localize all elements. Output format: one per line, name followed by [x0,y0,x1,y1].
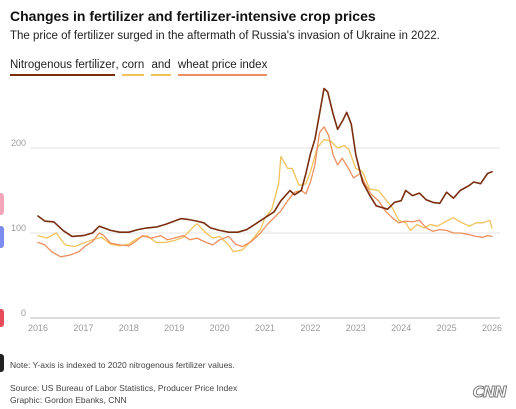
x-tick-label: 2020 [210,323,230,333]
grid-layer [30,147,500,234]
x-tick-label: 2023 [346,323,366,333]
chart-source: Source: US Bureau of Labor Statistics, P… [10,383,238,393]
y-tick-label: 0 [21,308,26,318]
series-line-corn [37,138,493,253]
side-accent-mark [0,309,4,327]
x-tick-label: 2022 [300,323,320,333]
chart-title: Changes in fertilizer and fertilizer-int… [10,8,376,24]
tick-labels: 0 100 200 2016 2017 2018 2019 2020 2021 2022 2023 2… [11,138,502,333]
legend-title: Nitrogenous fertilizer, corn and wheat p… [10,59,268,83]
x-tick-label: 2025 [437,323,457,333]
y-tick-label: 100 [11,223,26,233]
series-line-wheat [37,126,493,258]
side-accent-mark [0,193,4,215]
legend-wheat: wheat price index [177,59,268,76]
series-layer [37,87,493,258]
legend-and: and [151,59,171,76]
legend-corn: corn [121,59,145,76]
chart-subtitle: The price of fertilizer surged in the af… [10,30,440,42]
x-tick-label: 2026 [482,323,502,333]
x-tick-label: 2018 [119,323,139,333]
legend-comma: , [115,59,122,71]
x-tick-label: 2016 [28,323,48,333]
x-tick-label: 2021 [255,323,275,333]
side-accent-mark [0,354,4,372]
x-tick-label: 2017 [73,323,93,333]
chart-note: Note: Y-axis is indexed to 2020 nitrogen… [10,360,235,370]
x-tick-label: 2024 [391,323,411,333]
side-accent-mark [0,226,4,248]
chart-credit: Graphic: Gordon Ebanks, CNN [10,395,127,405]
x-tick-label: 2019 [164,323,184,333]
legend-fertilizer: Nitrogenous fertilizer [10,59,116,76]
series-line-fertilizer [37,87,493,238]
y-tick-label: 200 [11,138,26,148]
cnn-logo: CNN [472,383,507,402]
